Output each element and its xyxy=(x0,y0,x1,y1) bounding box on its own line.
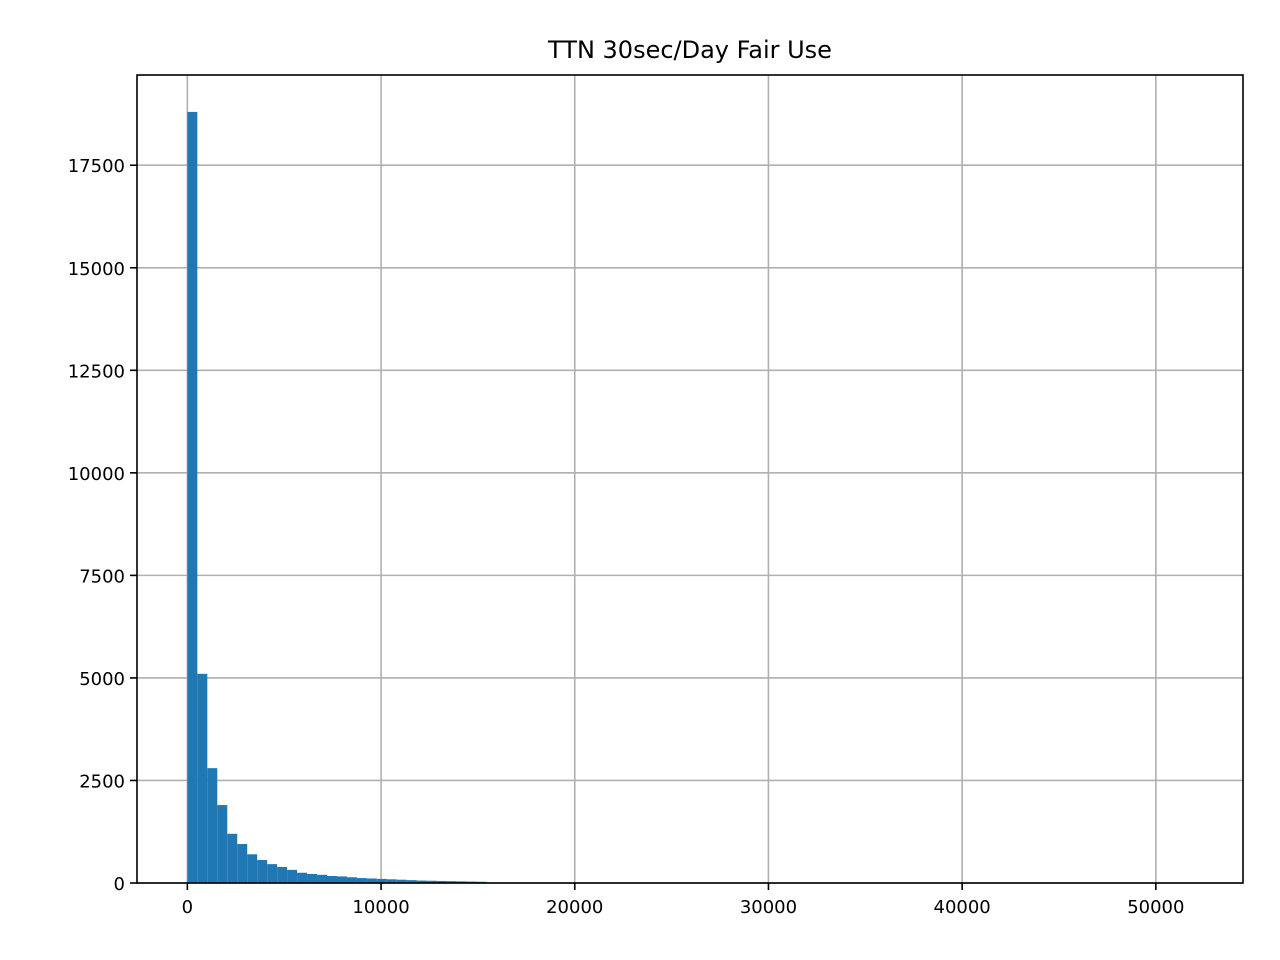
histogram-bar xyxy=(346,877,357,883)
x-tick-label: 50000 xyxy=(1127,897,1184,918)
histogram-bar xyxy=(336,876,347,883)
histogram-bar xyxy=(317,874,328,883)
histogram-bar xyxy=(307,873,318,883)
x-tick-label: 40000 xyxy=(934,897,991,918)
histogram-bar xyxy=(267,864,278,883)
histogram-bar xyxy=(396,879,407,883)
histogram-bar xyxy=(277,867,288,883)
histogram-bar xyxy=(297,872,308,883)
chart-title: TTN 30sec/Day Fair Use xyxy=(547,36,832,64)
histogram-bar xyxy=(376,878,387,883)
histogram-bar xyxy=(456,881,467,883)
plot-frame xyxy=(136,74,1244,884)
y-tick-label: 2500 xyxy=(79,771,125,792)
y-tick-label: 10000 xyxy=(68,464,125,485)
histogram-bar xyxy=(227,833,238,883)
histogram-bar xyxy=(247,854,258,883)
y-tick-label: 12500 xyxy=(68,361,125,382)
histogram-bar xyxy=(257,860,268,883)
histogram-bar xyxy=(386,879,397,883)
histogram-bar xyxy=(366,878,377,883)
histogram-bar xyxy=(327,876,337,883)
histogram-bar xyxy=(436,880,447,883)
histogram-bar xyxy=(217,805,228,883)
x-tick-label: 10000 xyxy=(352,897,409,918)
y-tick-label: 17500 xyxy=(68,156,125,177)
x-tick-label: 30000 xyxy=(740,897,797,918)
x-tick-label: 20000 xyxy=(546,897,603,918)
histogram-bar xyxy=(237,844,248,883)
y-tick-label: 7500 xyxy=(79,566,125,587)
grid-lines xyxy=(137,75,1243,884)
histogram-bar xyxy=(416,880,427,883)
histogram-bar xyxy=(426,880,437,883)
axis-ticks: 0 10000 20000 30000 40000 50000 0 2500 5000 7500 1… xyxy=(68,156,1185,918)
histogram-bar xyxy=(356,878,367,883)
histogram-bar xyxy=(187,111,198,884)
histogram-bars xyxy=(187,111,487,884)
x-tick-label: 0 xyxy=(182,897,193,918)
histogram-bar xyxy=(207,768,218,883)
y-tick-label: 15000 xyxy=(68,259,125,280)
histogram-bar xyxy=(406,880,417,883)
histogram-bar xyxy=(287,869,298,883)
y-tick-label: 5000 xyxy=(79,669,125,690)
histogram-bar xyxy=(197,673,208,883)
histogram-bar xyxy=(446,881,457,883)
y-tick-label: 0 xyxy=(114,874,125,895)
